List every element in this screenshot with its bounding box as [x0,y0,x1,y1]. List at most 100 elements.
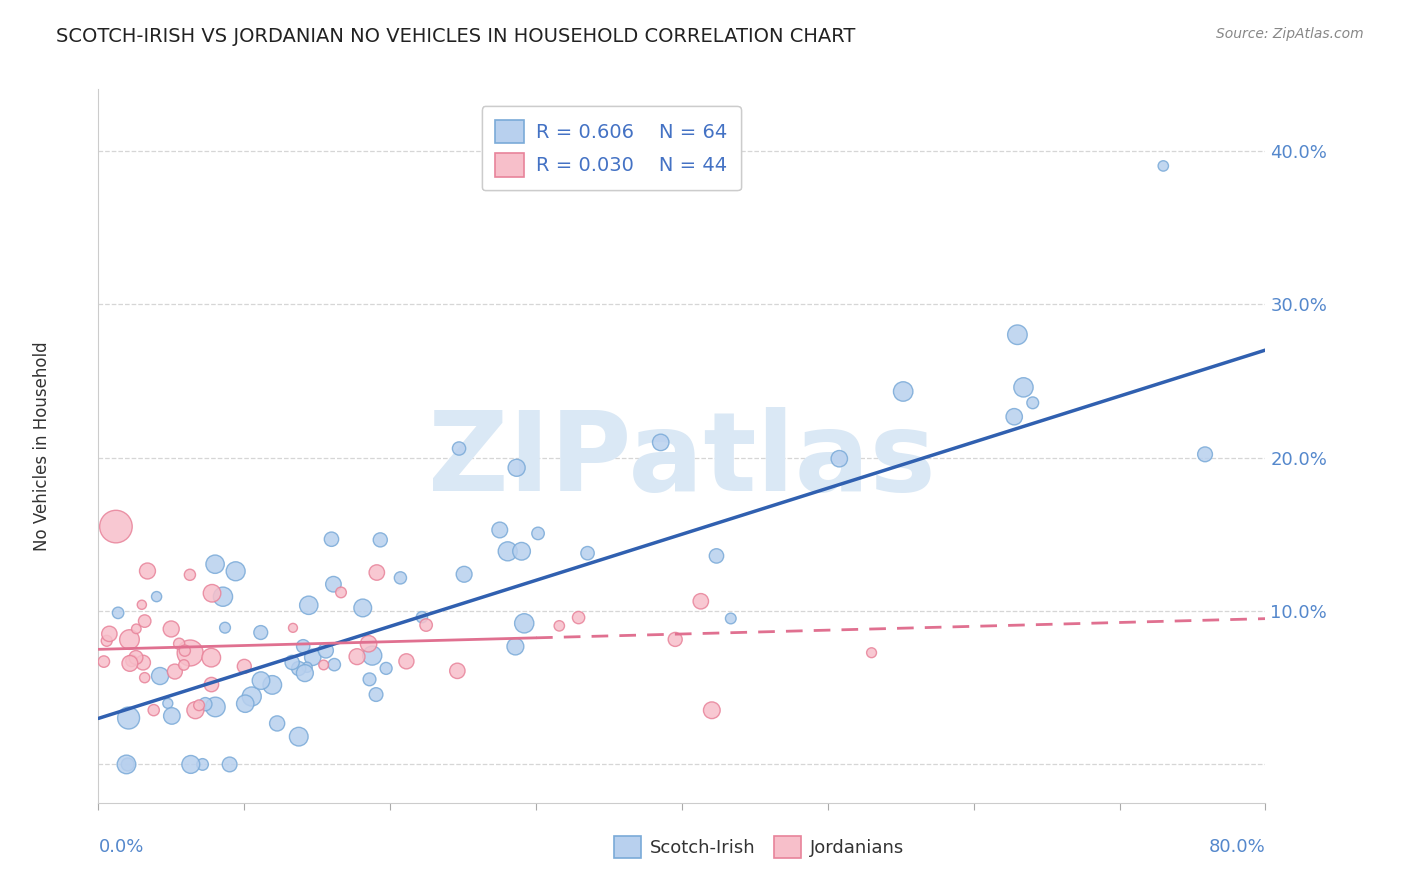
Point [891,384,914,399]
Point [1002,409,1025,424]
Legend: R = 0.606    N = 64, R = 0.030    N = 44: R = 0.606 N = 64, R = 0.030 N = 44 [482,106,741,191]
Point [323,657,346,672]
Point [233,697,256,711]
Point [1007,327,1029,342]
Point [173,657,195,672]
Point [117,711,139,725]
Text: 80.0%: 80.0% [1209,838,1265,855]
Point [650,435,672,450]
Point [98,627,121,641]
Point [142,703,165,717]
Point [322,577,344,591]
Point [1194,447,1216,461]
Point [664,632,686,647]
Point [576,546,599,560]
Point [446,664,468,678]
Point [173,643,195,657]
Point [125,622,148,636]
Point [411,610,433,624]
Point [689,594,711,608]
Point [706,549,728,563]
Point [160,709,183,723]
Point [163,665,186,679]
Point [312,657,335,672]
Point [194,697,217,711]
Text: Source: ZipAtlas.com: Source: ZipAtlas.com [1216,27,1364,41]
Point [233,659,256,673]
Point [366,566,388,580]
Point [167,637,190,651]
Text: ZIPatlas: ZIPatlas [427,407,936,514]
Text: SCOTCH-IRISH VS JORDANIAN NO VEHICLES IN HOUSEHOLD CORRELATION CHART: SCOTCH-IRISH VS JORDANIAN NO VEHICLES IN… [56,27,856,45]
Point [117,757,139,772]
Point [266,716,288,731]
Point [93,655,115,669]
Point [281,621,304,635]
Point [527,526,550,541]
Point [201,586,224,600]
Point [225,564,247,578]
Point [488,523,510,537]
Point [262,678,284,692]
Point [188,698,211,713]
Point [496,544,519,558]
Point [330,585,353,599]
Point [204,558,226,572]
Point [132,656,155,670]
Point [453,567,475,582]
Point [184,703,207,717]
Point [294,666,316,681]
Point [115,757,138,772]
Point [200,677,222,691]
Point [160,622,183,636]
Point [136,564,159,578]
Point [389,571,412,585]
Point [121,654,143,668]
Point [505,640,527,654]
Point [240,690,263,704]
Point [287,661,309,675]
Point [131,598,153,612]
Point [361,648,384,663]
Point [292,640,315,654]
Point [513,616,536,631]
Point [125,650,148,665]
Point [134,614,156,628]
Point [828,451,851,466]
Point [301,650,323,665]
Point [505,460,527,475]
Point [179,567,201,582]
Point [548,619,571,633]
Point [104,519,127,533]
Point [700,703,723,717]
Point [287,730,309,744]
Point [149,669,172,683]
Point [359,673,381,687]
Point [295,660,318,674]
Point [321,532,343,546]
Point [118,632,141,647]
Point [510,544,533,558]
Point [352,601,374,615]
Point [179,646,201,660]
Point [107,606,129,620]
Point [860,646,883,660]
Point [364,688,387,702]
Point [447,442,470,456]
Point [1152,159,1174,173]
Text: 0.0%: 0.0% [98,838,143,855]
Point [249,625,271,640]
Point [118,657,141,671]
Point [357,637,380,651]
Text: No Vehicles in Household: No Vehicles in Household [34,341,51,551]
Point [346,649,368,664]
Point [212,590,235,604]
Point [134,671,156,685]
Legend: Scotch-Irish, Jordanians: Scotch-Irish, Jordanians [607,829,911,865]
Point [720,611,742,625]
Point [368,533,391,547]
Point [180,757,202,772]
Point [298,599,321,613]
Point [395,654,418,668]
Point [191,757,214,772]
